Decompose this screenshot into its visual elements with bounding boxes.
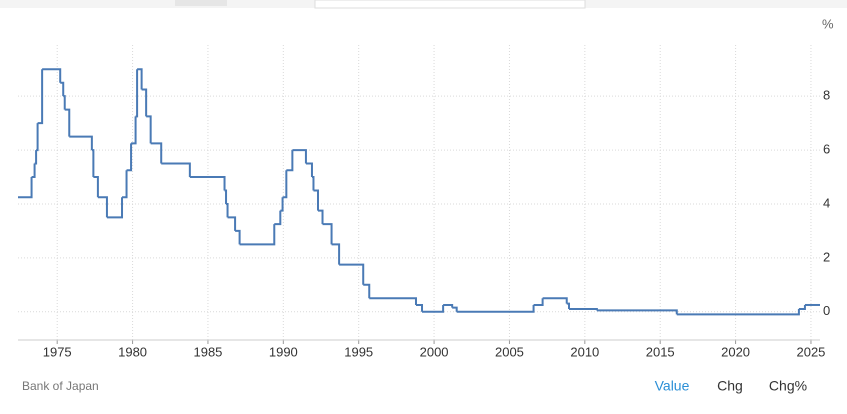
step-segment [317, 209, 324, 225]
step-segment [150, 142, 163, 164]
x-tick-label: 2010 [570, 344, 599, 359]
step-segment [126, 143, 133, 172]
step-segment [339, 263, 365, 285]
step-segment [137, 68, 143, 90]
step-segment [443, 303, 454, 308]
step-segment [305, 162, 313, 178]
step-segment [42, 68, 62, 83]
x-tick-label: 1980 [118, 344, 147, 359]
y-tick-label: 0 [823, 303, 830, 318]
step-segment [292, 149, 307, 164]
step-segment [227, 216, 237, 231]
step-segment [542, 297, 568, 304]
y-tick-label: 4 [823, 195, 830, 210]
y-tick-label: 2 [823, 249, 830, 264]
step-segment [36, 123, 39, 152]
step-segment [122, 170, 128, 199]
chg-button[interactable]: Chg [717, 378, 743, 394]
step-segment [63, 95, 66, 110]
y-tick-label: 6 [823, 142, 830, 157]
step-segment [274, 210, 282, 226]
step-segment [566, 302, 570, 310]
x-tick-label: 2025 [796, 344, 825, 359]
step-segment [146, 115, 152, 144]
step-segment [456, 304, 535, 313]
step-segment [91, 149, 95, 178]
step-segment [596, 309, 678, 315]
step-segment [286, 150, 294, 172]
x-tick-label: 1995 [344, 344, 373, 359]
step-segment [239, 224, 276, 246]
step-segment [798, 304, 806, 311]
step-segment [224, 189, 228, 204]
step-segment [282, 170, 288, 199]
step-segment [93, 176, 99, 198]
step-segment [676, 309, 800, 316]
step-segment [97, 196, 108, 218]
chg-pct-button[interactable]: Chg% [769, 378, 807, 394]
step-segment [161, 162, 191, 178]
top-field [314, 0, 586, 9]
step-segment [533, 298, 544, 306]
step-segment [452, 306, 458, 312]
step-segment [322, 223, 333, 245]
x-tick-label: 2015 [646, 344, 675, 359]
step-segment [60, 81, 65, 97]
step-segment [34, 150, 38, 165]
top-tab [175, 0, 227, 6]
step-segment [141, 88, 148, 117]
x-tick-label: 1985 [193, 344, 222, 359]
y-tick-label: 8 [823, 88, 830, 103]
step-segment [37, 69, 44, 125]
x-tick-label: 2000 [420, 344, 449, 359]
x-tick-label: 1990 [269, 344, 298, 359]
step-segment [226, 202, 229, 218]
step-segment [189, 176, 226, 191]
step-segment [311, 176, 315, 191]
step-segment [18, 177, 33, 199]
step-segment [568, 308, 598, 311]
step-segment [331, 243, 341, 265]
step-segment [135, 69, 139, 118]
step-segment [422, 304, 445, 313]
y-unit: % [822, 16, 834, 31]
x-tick-label: 2005 [495, 344, 524, 359]
step-segment [235, 229, 241, 245]
step-segment [369, 297, 417, 305]
value-button[interactable]: Value [655, 378, 690, 394]
step-segment [31, 163, 36, 179]
step-segment [280, 197, 284, 212]
step-segment [363, 283, 371, 299]
step-segment [313, 189, 319, 211]
step-segment [131, 116, 137, 145]
step-segment [64, 108, 71, 137]
source: Bank of Japan [22, 379, 99, 393]
step-segment [69, 135, 93, 151]
step-segment [106, 197, 124, 219]
step-segment [415, 303, 424, 312]
x-tick-label: 2020 [721, 344, 750, 359]
x-tick-label: 1975 [43, 344, 72, 359]
